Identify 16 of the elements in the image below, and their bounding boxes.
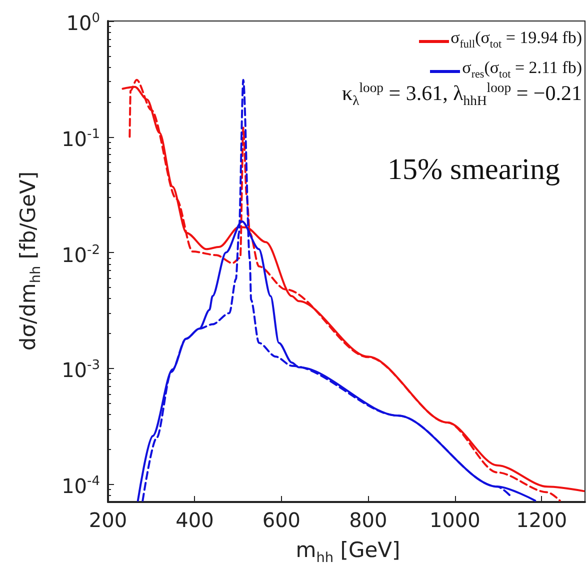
annotation: 15% smearing (388, 153, 560, 187)
y-tick-label: 10$^{-3}$ (62, 357, 100, 382)
y-tick-label: 10$^{0}$ (66, 10, 100, 35)
x-tick-label: 200 (88, 508, 128, 532)
y-tick-label: 10$^{-4}$ (62, 472, 100, 498)
x-tick-label: 800 (349, 508, 388, 532)
annotation: κ$_{λ}$$^{loop}$ = 3.61, λ$_{hhH}$$^{loop}$ = −0.21 (342, 80, 582, 110)
x-tick-label: 1200 (516, 508, 568, 532)
y-tick-label: 10$^{-1}$ (62, 126, 100, 151)
x-tick-label: 1000 (429, 508, 480, 532)
legend-label: σ$_{full}$(σ$_{tot}$ = 19.94 fb) (450, 27, 582, 52)
y-tick-label: 10$^{-2}$ (62, 241, 100, 266)
legend-label: σ$_{res}$(σ$_{tot}$ = 2.11 fb) (462, 58, 582, 81)
x-axis-title: m$_{hh}$ [GeV] (296, 538, 400, 566)
x-tick-label: 400 (176, 508, 214, 532)
x-tick-label: 600 (262, 508, 301, 532)
